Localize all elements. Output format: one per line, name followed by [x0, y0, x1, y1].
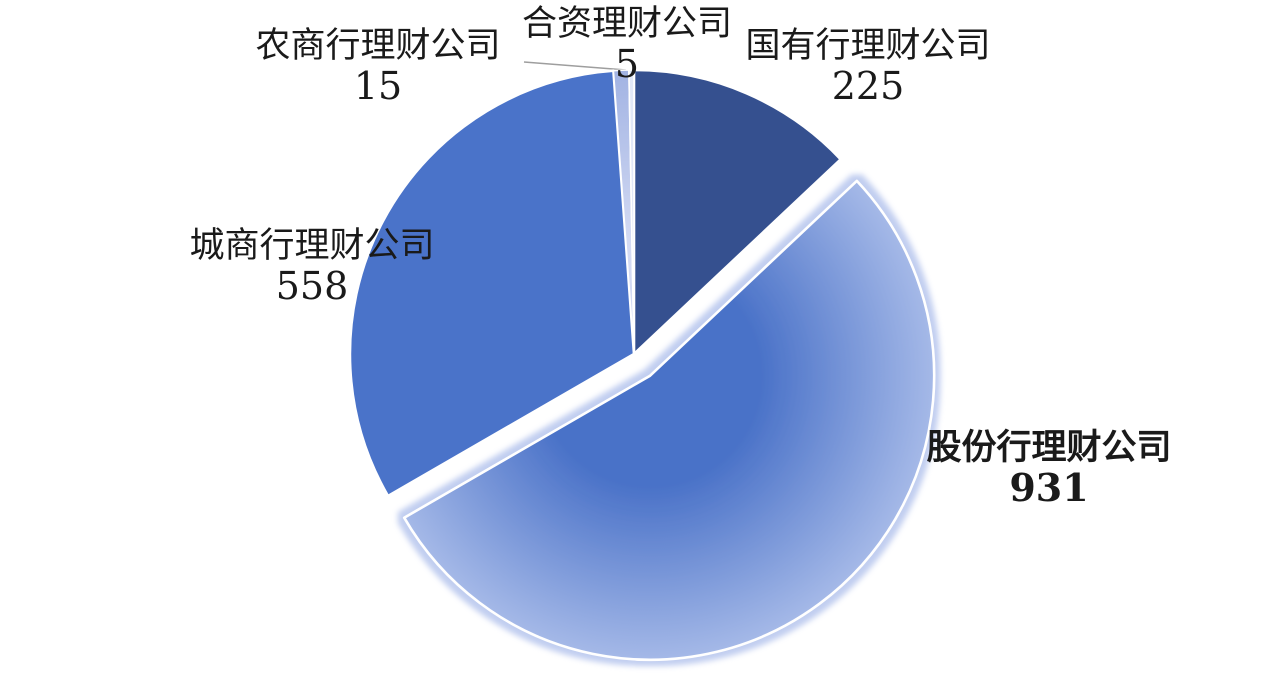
slice-label-name: 农商行理财公司: [255, 26, 501, 66]
pie-slice-1: [402, 179, 936, 661]
pie-slice-2: [348, 69, 636, 498]
slice-label-name: 股份行理财公司: [926, 427, 1172, 468]
slice-label-value: 5: [614, 42, 640, 86]
leader-line: [523, 61, 627, 71]
slice-label-value: 931: [1009, 465, 1089, 510]
slice-label-value: 225: [831, 64, 905, 108]
slice-label-name: 城商行理财公司: [189, 226, 435, 266]
slice-label-city-commercial: 城商行理财公司 558: [162, 226, 462, 306]
slice-label-name: 合资理财公司: [521, 4, 732, 44]
slice-label-name: 国有行理财公司: [745, 26, 991, 66]
pie-slices: [348, 68, 936, 661]
slice-label-joint-stock: 股份行理财公司 931: [899, 428, 1199, 508]
pie-slice-4: [628, 69, 635, 355]
slice-label-value: 15: [353, 64, 403, 108]
slice-label-rural-commercial: 农商行理财公司 15: [228, 26, 528, 106]
pie-slice-0: [632, 68, 842, 356]
slice-label-state-owned: 国有行理财公司 225: [718, 26, 1018, 106]
slice-label-value: 558: [275, 264, 349, 308]
slice-label-joint-venture: 合资理财公司 5: [497, 4, 757, 84]
